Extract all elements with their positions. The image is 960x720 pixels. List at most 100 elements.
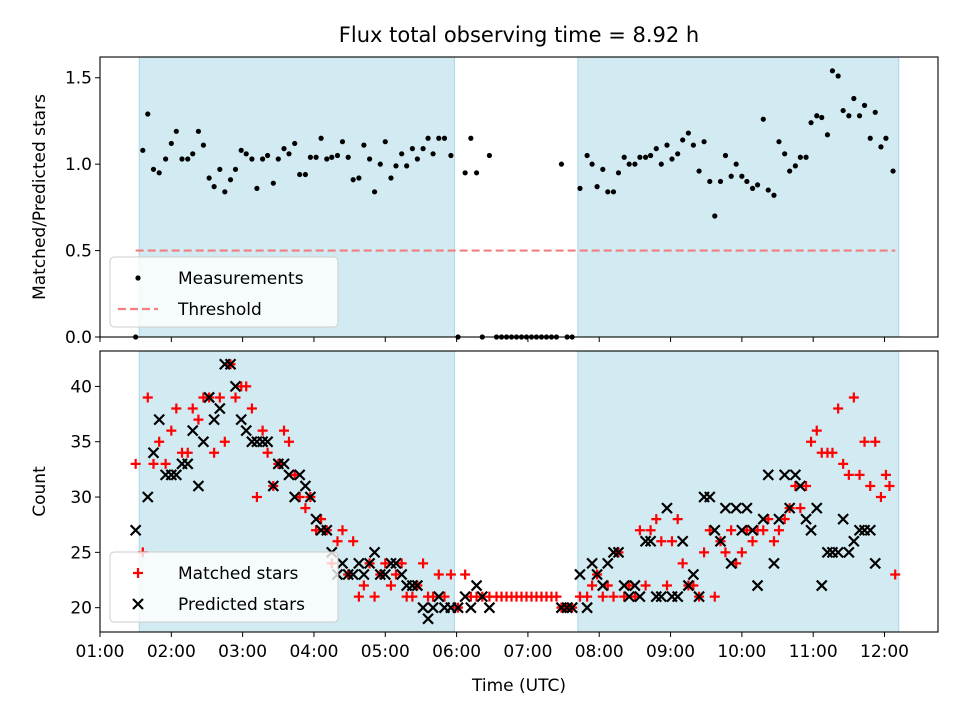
data-point xyxy=(795,503,806,514)
data-point xyxy=(749,185,756,191)
ratio-panel: 0.0 0.5 1.0 1.5 Matched/Predicted stars Measu… xyxy=(30,56,939,348)
data-point xyxy=(586,557,598,570)
data-point xyxy=(754,182,761,188)
data-point xyxy=(661,502,673,514)
data-point xyxy=(279,425,290,436)
data-point xyxy=(846,113,852,119)
data-point xyxy=(594,184,600,190)
data-point xyxy=(704,491,716,503)
data-point xyxy=(676,535,689,548)
x-tick-label: 07:00 xyxy=(503,642,552,662)
data-point xyxy=(722,152,729,159)
data-point xyxy=(388,175,394,181)
shaded-region xyxy=(577,56,900,338)
data-point xyxy=(741,525,752,536)
data-point xyxy=(707,178,713,185)
series-measurements xyxy=(133,68,896,340)
data-point xyxy=(619,591,630,602)
data-point xyxy=(810,502,823,514)
data-point xyxy=(256,435,269,448)
data-point xyxy=(880,469,891,480)
data-point xyxy=(283,469,295,481)
data-point xyxy=(368,546,381,559)
data-point xyxy=(265,152,271,159)
data-point xyxy=(773,513,785,525)
data-point xyxy=(374,568,387,581)
data-point xyxy=(358,568,370,581)
data-point xyxy=(566,601,578,614)
data-point xyxy=(211,184,217,190)
data-point xyxy=(363,557,376,570)
y-tick-label: 25 xyxy=(70,543,92,563)
data-point xyxy=(468,135,474,141)
data-point xyxy=(730,502,742,514)
data-point xyxy=(241,381,252,392)
data-point xyxy=(763,514,774,525)
data-point xyxy=(864,524,877,536)
data-point xyxy=(227,177,234,183)
data-point xyxy=(838,458,849,469)
data-point xyxy=(574,568,586,581)
data-point xyxy=(432,590,445,603)
data-point xyxy=(794,480,807,492)
data-point xyxy=(762,469,775,481)
data-point xyxy=(615,170,622,176)
data-point xyxy=(254,185,260,191)
data-point xyxy=(739,173,745,179)
data-point xyxy=(148,458,159,469)
data-point xyxy=(789,469,802,481)
data-point xyxy=(168,140,174,147)
data-point xyxy=(427,601,439,614)
data-point xyxy=(783,502,796,514)
data-point xyxy=(369,591,380,602)
data-point xyxy=(875,492,886,503)
data-point xyxy=(377,161,383,167)
x-tick-label: 11:00 xyxy=(789,642,838,662)
data-point xyxy=(768,536,779,547)
data-point xyxy=(725,557,737,570)
data-point xyxy=(428,591,439,602)
data-point xyxy=(156,170,162,176)
data-point xyxy=(661,580,672,591)
data-point xyxy=(171,403,182,414)
data-point xyxy=(851,95,857,102)
y-tick-label: 1.0 xyxy=(65,155,92,175)
data-point xyxy=(843,546,855,559)
data-point xyxy=(803,154,809,160)
data-point xyxy=(286,151,292,157)
data-point xyxy=(591,568,603,581)
data-point xyxy=(297,171,303,178)
data-point xyxy=(417,601,429,614)
data-point xyxy=(731,558,742,569)
data-point xyxy=(353,557,365,570)
data-point xyxy=(422,612,434,625)
data-point xyxy=(318,135,324,141)
data-point xyxy=(744,178,750,185)
legend-label: Measurements xyxy=(178,269,304,289)
data-point xyxy=(486,152,493,159)
data-point xyxy=(393,163,399,169)
data-point xyxy=(704,525,715,536)
data-point xyxy=(382,139,388,145)
data-point xyxy=(260,156,266,162)
data-point xyxy=(584,152,590,159)
x-axis-label: Time (UTC) xyxy=(471,676,566,696)
data-point xyxy=(717,178,724,185)
data-point xyxy=(430,151,436,157)
data-point xyxy=(608,591,619,602)
data-point xyxy=(342,568,354,581)
data-point xyxy=(800,513,812,525)
legend-box xyxy=(109,551,339,623)
data-point xyxy=(602,580,613,591)
data-point xyxy=(192,480,205,492)
data-point xyxy=(439,591,450,602)
data-point xyxy=(677,558,688,569)
data-point xyxy=(688,580,699,591)
data-point xyxy=(313,154,319,160)
data-point xyxy=(460,569,471,580)
data-point xyxy=(251,492,262,503)
data-point xyxy=(243,151,249,157)
data-point xyxy=(334,152,341,159)
data-point xyxy=(618,579,630,592)
